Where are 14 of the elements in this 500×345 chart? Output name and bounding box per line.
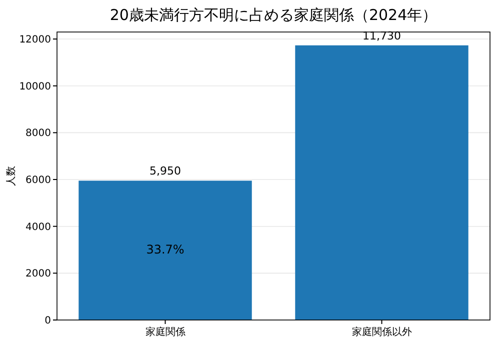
- y-tick-label: 8000: [26, 128, 51, 140]
- y-tick-label: 2000: [26, 268, 51, 280]
- x-tick-label: 家庭関係: [145, 326, 186, 338]
- y-tick-label: 0: [44, 316, 51, 326]
- chart-title: 20歳未満行方不明に占める家庭関係（2024年）: [110, 6, 438, 24]
- annotation: 33.7%: [146, 242, 184, 256]
- y-tick-label: 12000: [19, 34, 51, 46]
- x-tick-label: 家庭関係以外: [352, 326, 412, 338]
- y-axis-title: 人数: [6, 166, 17, 186]
- y-tick-label: 4000: [26, 222, 51, 233]
- data-label: 11,730: [362, 29, 401, 42]
- data-label: 5,950: [150, 164, 181, 178]
- y-tick-label: 10000: [19, 81, 51, 92]
- y-tick-label: 6000: [26, 175, 51, 186]
